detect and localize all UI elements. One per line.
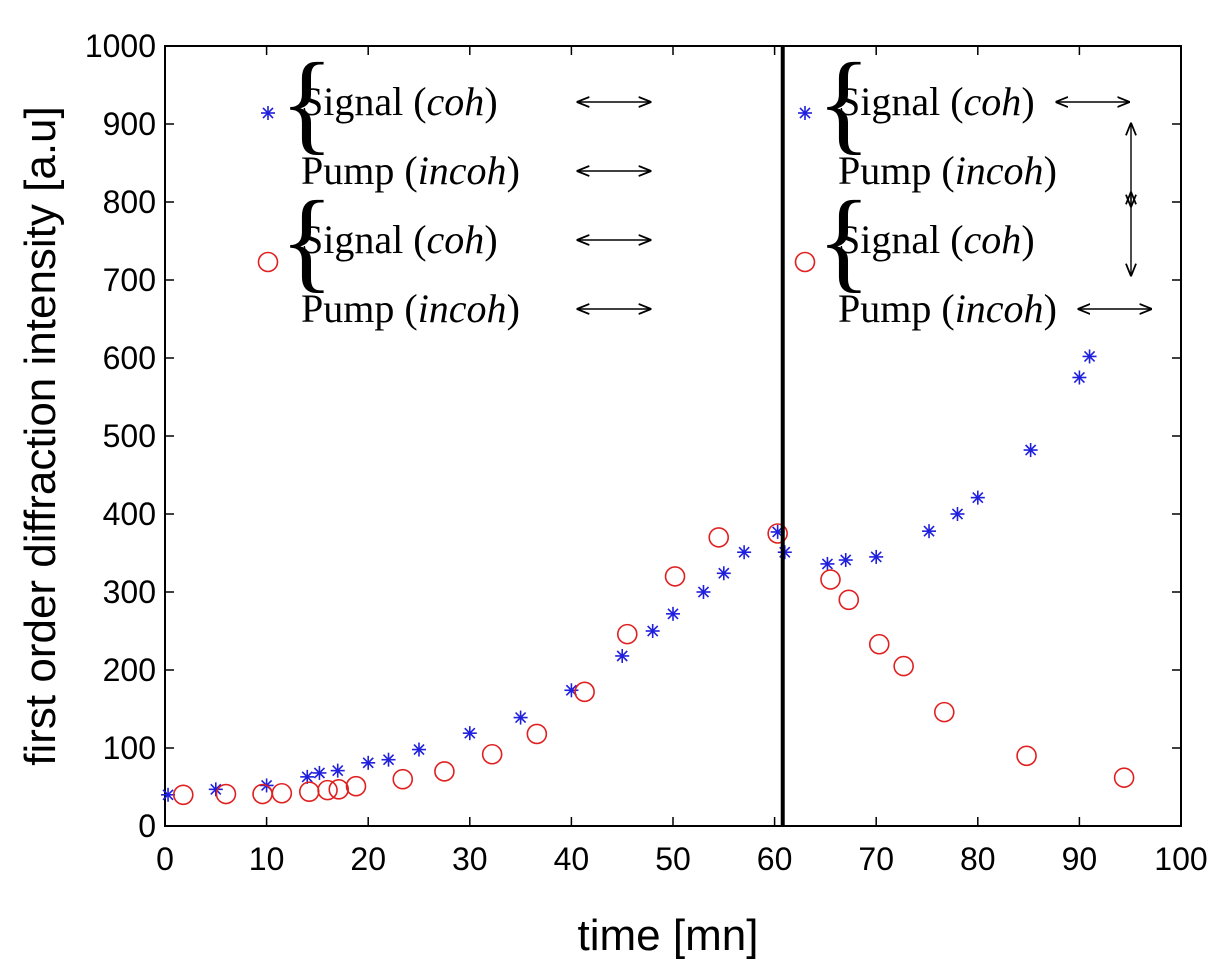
y-tick-label: 500	[103, 418, 156, 454]
x-tick-label: 40	[554, 841, 590, 877]
asterisk-point	[820, 556, 835, 571]
asterisk-point	[381, 752, 396, 767]
asterisk-point	[666, 606, 680, 621]
circle-point	[172, 784, 194, 806]
y-tick-label: 600	[103, 340, 156, 376]
x-tick-label: 50	[655, 841, 691, 877]
x-tick-label: 60	[757, 841, 793, 877]
circle-point	[838, 589, 860, 611]
circle-point	[328, 779, 350, 800]
circle-point	[1016, 745, 1037, 767]
circle-point	[868, 633, 890, 655]
asterisk-point	[513, 710, 528, 725]
circle-point	[345, 775, 367, 797]
asterisk-point	[777, 545, 792, 560]
legend-brace: {	[817, 41, 871, 165]
legend-right: {Signal (coh)Pump (incoh){Signal (coh)Pu…	[794, 41, 1151, 331]
circle-point	[574, 681, 595, 703]
asterisk-point	[615, 648, 630, 663]
legend-left: {Signal (coh)Pump (incoh){Signal (coh)Pu…	[257, 41, 651, 331]
asterisk-point	[564, 683, 579, 698]
circle-point	[893, 655, 914, 677]
legend-brace: {	[280, 179, 334, 303]
circle-point	[271, 782, 293, 804]
legend-entry-text: Signal (coh)	[838, 217, 1035, 262]
x-tick-label: 100	[1154, 841, 1207, 877]
y-tick-label: 0	[138, 808, 156, 844]
x-tick-label: 30	[452, 841, 488, 877]
asterisk-point	[1072, 370, 1087, 385]
legend-entry-text: Pump (incoh)	[838, 286, 1057, 331]
y-tick-label: 200	[103, 652, 156, 688]
legend-entry-text: Pump (incoh)	[838, 148, 1057, 193]
asterisk-point	[300, 769, 315, 784]
data-points	[161, 349, 1135, 806]
x-tick-label: 10	[249, 841, 285, 877]
y-tick-label: 700	[103, 262, 156, 298]
legend-brace: {	[817, 179, 871, 303]
y-axis-label: first order diffraction intensity [a.u]	[16, 106, 65, 765]
circle-point	[616, 623, 638, 645]
circle-point	[392, 768, 414, 790]
asterisk-point	[970, 490, 985, 505]
circle-point	[481, 743, 503, 765]
asterisk-point	[922, 524, 937, 539]
axis-ticks: 0 10 20 30 40 50 60 70 80 90 100010020030040050060…	[85, 28, 1208, 877]
legend-entry-text: Pump (incoh)	[301, 148, 520, 193]
circle-point	[526, 723, 548, 745]
circle-point	[434, 761, 455, 782]
y-tick-label: 800	[103, 184, 156, 220]
x-tick-label: 90	[1062, 841, 1098, 877]
asterisk-point	[462, 726, 477, 741]
asterisk-point	[312, 765, 327, 780]
asterisk-point	[330, 763, 345, 778]
legend-entry-text: Pump (incoh)	[301, 286, 520, 331]
asterisk-point	[716, 566, 731, 581]
x-tick-label: 80	[960, 841, 996, 877]
y-tick-label: 1000	[85, 28, 156, 64]
asterisk-point	[950, 507, 965, 521]
asterisk-point	[361, 755, 376, 770]
asterisk-point	[696, 585, 711, 599]
legend-entry-text: Signal (coh)	[838, 79, 1035, 124]
circle-point	[252, 783, 273, 805]
asterisk-point	[869, 549, 884, 564]
circle-point	[820, 569, 841, 590]
circle-point	[767, 523, 788, 544]
y-tick-label: 100	[103, 730, 156, 766]
asterisk-point	[412, 742, 426, 757]
circle-point	[215, 783, 237, 805]
legend-entry-text: Signal (coh)	[301, 79, 498, 124]
asterisk-point	[645, 624, 660, 638]
circle-point	[708, 527, 730, 548]
circle-point	[933, 701, 955, 723]
x-tick-label: 70	[858, 841, 894, 877]
legend-asterisk-marker	[798, 106, 812, 120]
asterisk-point	[737, 545, 752, 560]
asterisk-point	[1023, 443, 1038, 458]
legend-brace: {	[280, 41, 334, 165]
x-tick-label: 20	[350, 841, 386, 877]
y-tick-label: 300	[103, 574, 156, 610]
circle-point	[298, 781, 320, 802]
x-tick-label: 0	[156, 841, 174, 877]
x-axis-label: time [mn]	[578, 911, 759, 960]
legend-circle-marker	[257, 251, 279, 273]
asterisk-point	[838, 553, 853, 568]
circle-point	[317, 779, 338, 801]
y-tick-label: 400	[103, 496, 156, 532]
legend-entry-text: Signal (coh)	[301, 217, 498, 262]
circle-point	[664, 566, 686, 587]
asterisk-point	[161, 787, 176, 802]
legend: {Signal (coh)Pump (incoh){Signal (coh)Pu…	[257, 41, 1151, 331]
legend-asterisk-marker	[261, 106, 275, 120]
legend-circle-marker	[794, 251, 816, 273]
y-tick-label: 900	[103, 106, 156, 142]
asterisk-point	[1082, 349, 1097, 364]
circle-point	[1113, 767, 1135, 788]
